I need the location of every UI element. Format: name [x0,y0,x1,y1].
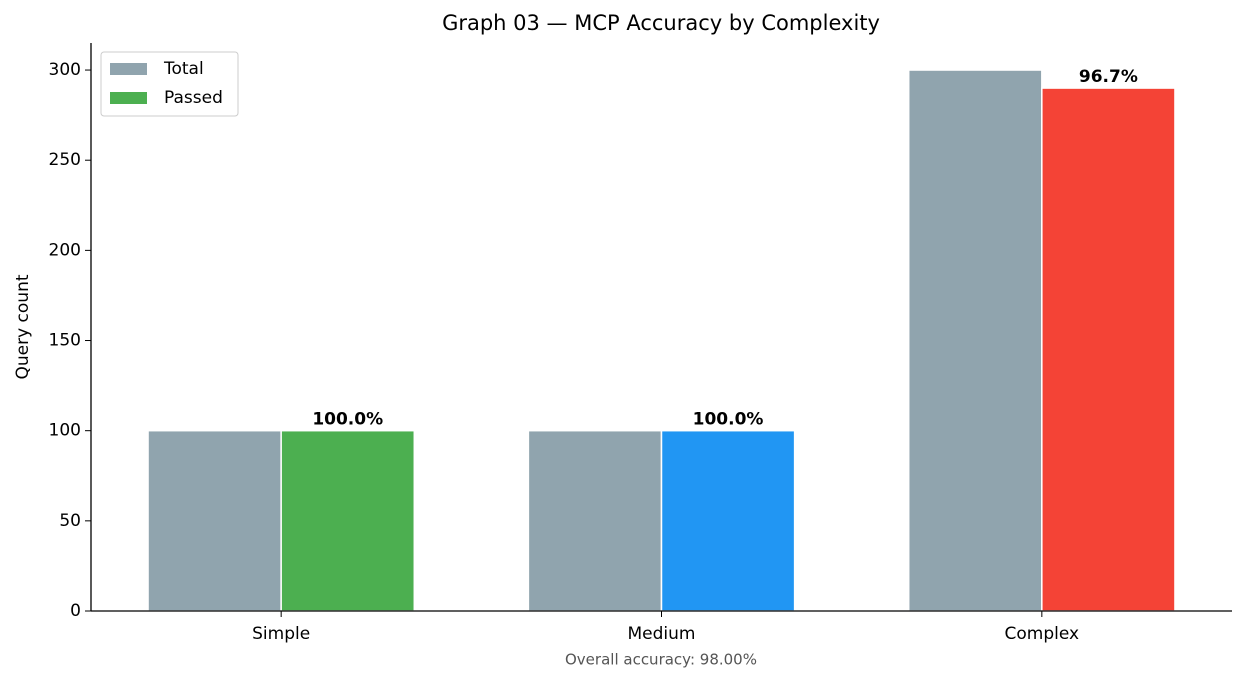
bar-label: 100.0% [693,410,764,430]
y-tick-label: 50 [59,511,81,531]
y-tick-label: 250 [49,150,81,170]
bar [280,429,416,612]
y-tick-label: 100 [49,421,81,441]
y-tick-label: 300 [49,60,81,80]
x-tick-label: Medium [628,624,696,644]
bar [907,69,1043,612]
bar-label: 96.7% [1079,67,1138,87]
y-tick-label: 0 [70,601,81,621]
y-axis-label: Query count [13,274,33,379]
y-tick-label: 200 [49,240,81,260]
chart-title: Graph 03 — MCP Accuracy by Complexity [442,11,880,35]
legend-swatch [110,63,147,75]
bar [1041,87,1176,612]
legend-label: Passed [164,88,223,108]
y-tick-label: 150 [49,331,81,351]
x-tick-label: Simple [252,624,310,644]
chart-note: Overall accuracy: 98.00% [565,651,757,669]
bar [660,429,796,612]
bar [147,429,282,612]
x-tick-label: Complex [1005,624,1080,644]
bar-label: 100.0% [312,410,383,430]
legend-swatch [110,92,147,104]
bar [527,429,663,612]
legend-label: Total [163,59,204,79]
